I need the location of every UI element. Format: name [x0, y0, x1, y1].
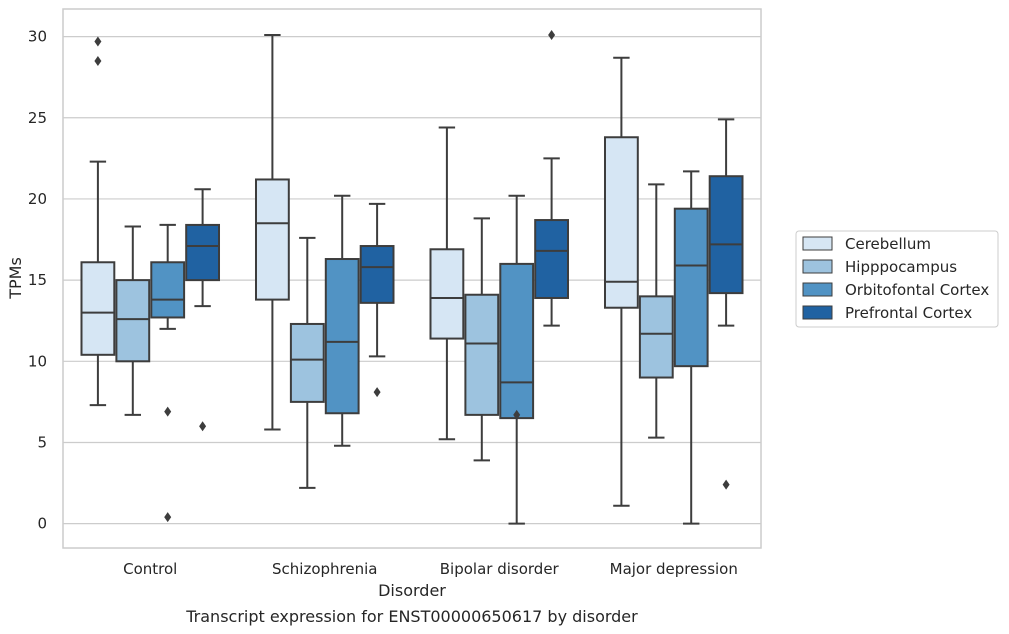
- box-iqr: [324, 258, 360, 415]
- chart-caption: Transcript expression for ENST0000065061…: [185, 607, 638, 626]
- box-iqr: [638, 295, 674, 379]
- x-axis-label: Disorder: [378, 581, 446, 600]
- legend-label: Orbitofontal Cortex: [845, 281, 989, 299]
- y-tick-label: 10: [28, 352, 47, 370]
- outlier-point: [199, 421, 207, 432]
- box-iqr: [464, 293, 500, 416]
- box-orbitofontal-cortex: [324, 194, 360, 447]
- box-iqr: [429, 248, 465, 340]
- box-hipppocampus: [464, 217, 500, 462]
- y-tick-label: 5: [37, 433, 47, 451]
- box-iqr: [708, 175, 744, 295]
- y-tick-label: 0: [37, 515, 47, 533]
- outlier-point: [94, 55, 102, 66]
- outlier-point: [722, 479, 730, 490]
- legend-swatch: [802, 236, 833, 251]
- x-tick-label: Control: [123, 560, 177, 578]
- box-iqr: [185, 223, 221, 282]
- legend: Cerebellum Hipppocampus Orbitofontal Corte…: [795, 230, 999, 328]
- box-orbitofontal-cortex: [673, 170, 709, 525]
- x-tick-label: Bipolar disorder: [440, 560, 560, 578]
- box-iqr: [534, 219, 570, 299]
- box-hipppocampus: [115, 225, 151, 416]
- box-iqr: [499, 262, 535, 420]
- y-tick-label: 30: [28, 28, 47, 46]
- box-prefrontal-cortex: [185, 188, 221, 432]
- plot-frame: [62, 8, 762, 549]
- legend-frame: [795, 230, 999, 328]
- box-prefrontal-cortex: [359, 202, 395, 398]
- box-orbitofontal-cortex: [150, 223, 186, 523]
- legend-swatch: [802, 282, 833, 297]
- box-iqr: [289, 322, 325, 403]
- legend-swatch: [802, 305, 833, 320]
- legend-swatch: [802, 259, 833, 274]
- box-groups: [80, 29, 744, 525]
- box-cerebellum: [603, 56, 639, 507]
- box-hipppocampus: [289, 236, 325, 489]
- y-tick-label: 15: [28, 271, 47, 289]
- y-axis-label: TPMs: [6, 257, 25, 300]
- x-tick-label: Schizophrenia: [272, 560, 377, 578]
- box-cerebellum: [429, 126, 465, 441]
- legend-label: Prefrontal Cortex: [845, 304, 972, 322]
- outlier-point: [513, 409, 521, 420]
- box-orbitofontal-cortex: [499, 194, 535, 525]
- legend-label: Cerebellum: [845, 235, 931, 253]
- outlier-point: [164, 512, 172, 523]
- box-cerebellum: [80, 36, 116, 407]
- outlier-point: [548, 29, 556, 40]
- legend-label: Hipppocampus: [845, 258, 957, 276]
- x-tick-labels: Control Schizophrenia Bipolar disorder Majo…: [123, 560, 738, 578]
- box-iqr: [115, 279, 151, 363]
- outlier-point: [164, 406, 172, 417]
- outlier-point: [94, 36, 102, 47]
- outlier-point: [373, 387, 381, 398]
- x-tick-label: Major depression: [610, 560, 738, 578]
- box-cerebellum: [254, 33, 290, 431]
- y-tick-labels: 0 5 10 15 20 25 30: [28, 28, 47, 533]
- box-iqr: [359, 245, 395, 304]
- y-tick-label: 25: [28, 109, 47, 127]
- box-iqr: [80, 261, 116, 356]
- box-iqr: [603, 136, 639, 309]
- box-iqr: [254, 178, 290, 301]
- box-prefrontal-cortex: [708, 118, 744, 490]
- box-hipppocampus: [638, 183, 674, 439]
- box-prefrontal-cortex: [534, 29, 570, 327]
- y-tick-label: 20: [28, 190, 47, 208]
- box-iqr: [150, 261, 186, 319]
- box-iqr: [673, 207, 709, 368]
